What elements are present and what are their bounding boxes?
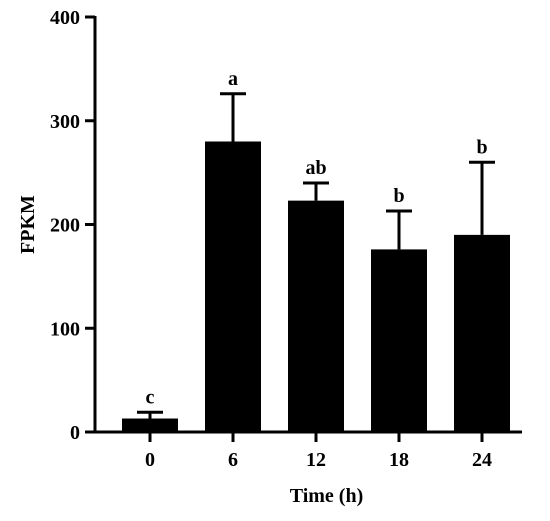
x-tick-label: 6 <box>228 449 238 471</box>
bar <box>454 234 510 432</box>
x-axis-label: Time (h) <box>290 485 364 507</box>
x-tick-label: 24 <box>472 449 492 471</box>
y-tick-label: 200 <box>50 215 80 237</box>
significance-label: c <box>146 386 155 408</box>
bars-group <box>122 141 510 432</box>
error-bars-group <box>137 92 495 419</box>
significance-label: ab <box>305 157 326 179</box>
significance-label: a <box>228 68 238 90</box>
significance-labels-group: c a ab b b <box>146 68 488 409</box>
significance-label: b <box>393 185 404 207</box>
y-tick-label: 0 <box>70 422 80 444</box>
x-tick-label: 18 <box>389 449 409 471</box>
y-tick-label: 400 <box>50 7 80 29</box>
y-axis-label: FPKM <box>17 195 39 254</box>
y-tick-label: 100 <box>50 318 80 340</box>
x-axis-ticks: 0 6 12 18 24 <box>145 432 492 471</box>
x-tick-label: 12 <box>306 449 326 471</box>
bar <box>371 249 427 432</box>
significance-label: b <box>476 136 487 158</box>
bar <box>122 418 178 432</box>
y-axis-ticks: 0 100 200 300 400 <box>50 7 95 444</box>
x-tick-label: 0 <box>145 449 155 471</box>
y-tick-label: 300 <box>50 111 80 133</box>
bar <box>288 200 344 432</box>
bar <box>205 141 261 432</box>
